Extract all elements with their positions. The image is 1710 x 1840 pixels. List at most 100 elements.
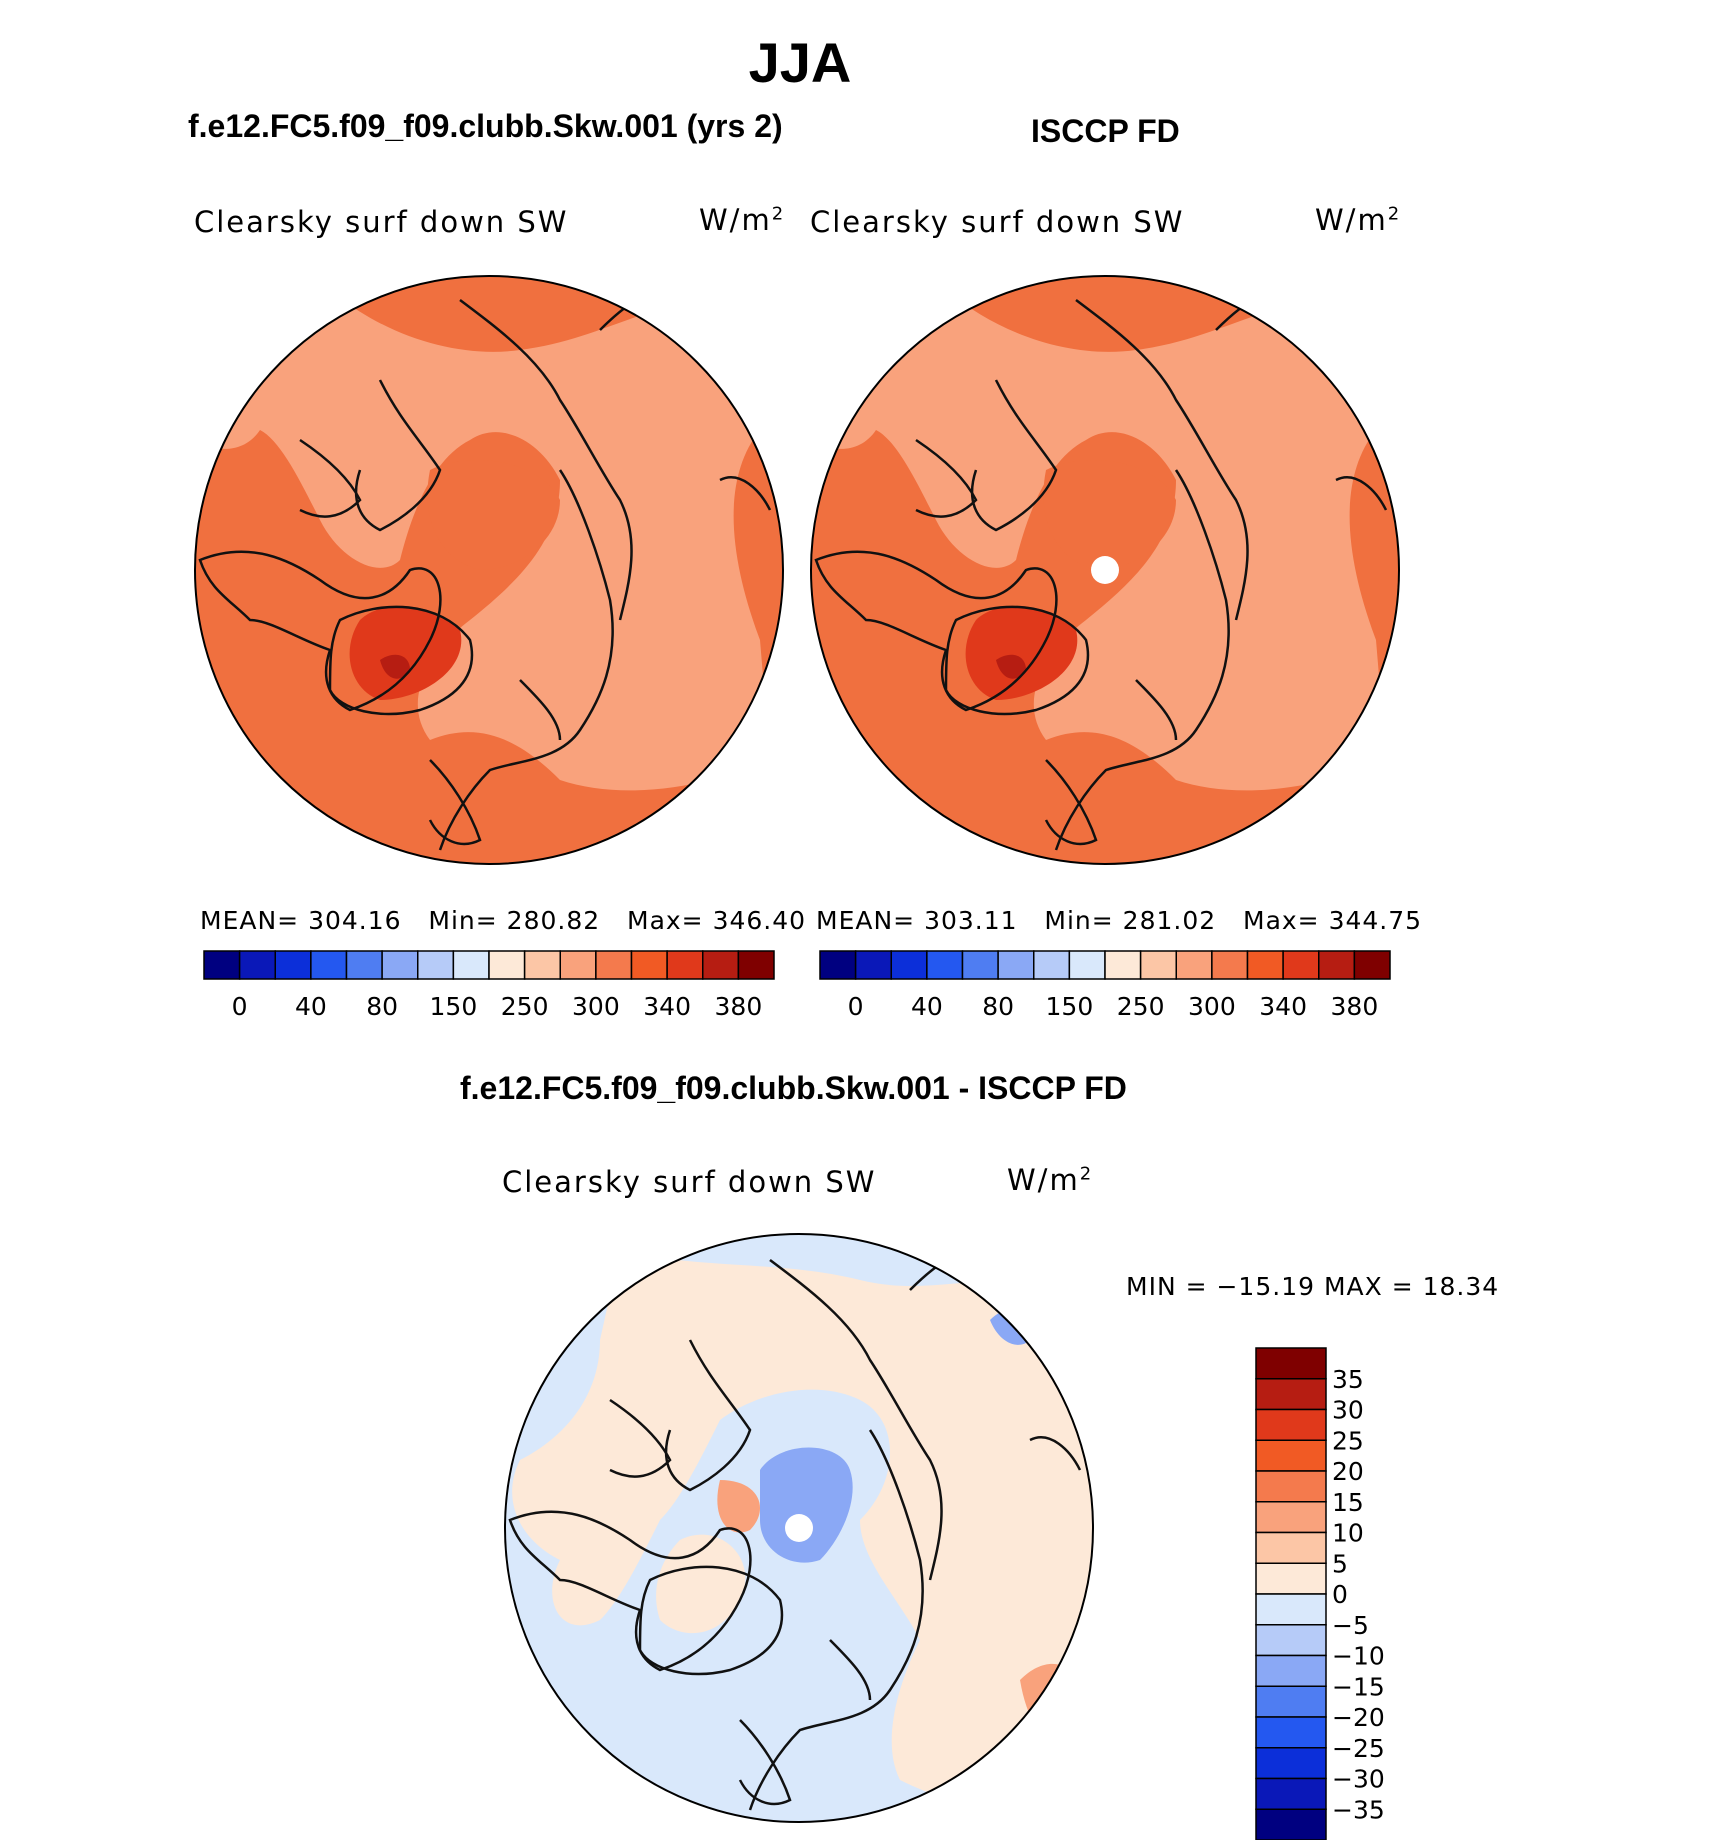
colorbar-diff-swatch [1255,1347,1327,1380]
map-2-greenland-peak [996,654,1026,679]
panel-1-units-base: W/m [699,203,772,237]
colorbar-diff-tick-label: −10 [1332,1642,1385,1671]
map-3-southeast-positive [1020,1663,1092,1748]
colorbar-1-tick-label: 80 [366,992,398,1021]
colorbar-diff-tick-label: −5 [1332,1611,1369,1640]
colorbar-diff-swatch [1255,1685,1327,1718]
colorbar-diff-tick-label: 10 [1332,1519,1364,1548]
map-1-polar-cap [427,460,560,570]
colorbar-1-swatch [203,950,241,980]
colorbar-1-tick-label: 300 [572,992,620,1021]
colorbar-1-tick-label: 40 [295,992,327,1021]
panel-1-units-exp: 2 [771,203,786,225]
panel-2-case-title: ISCCP FD [1031,113,1180,149]
colorbar-2-tick-label: 250 [1117,992,1165,1021]
colorbar-2-swatch [1318,950,1356,980]
colorbar-1-swatch [345,950,383,980]
colorbar-2-tick-label: 300 [1188,992,1236,1021]
map-3-greenland-positive [656,1534,746,1634]
colorbar-diff-tick-label: 20 [1332,1457,1364,1486]
colorbar-diff-tick-label: 30 [1332,1396,1364,1425]
panel-2-min-value: 281.02 [1122,906,1217,935]
colorbar-2-swatch [1104,950,1142,980]
colorbar-1-swatch [523,950,561,980]
map-3-boundary [504,1233,1094,1823]
panel-1-max-value: 346.40 [712,906,807,935]
colorbar-2-swatch [1211,950,1249,980]
colorbar-diff-swatch [1255,1624,1327,1657]
panel-2-mean-label: MEAN= [816,906,916,935]
colorbar-2-tick-label: 40 [911,992,943,1021]
colorbar-diff-tick-label: 35 [1332,1365,1364,1394]
colorbar-diff-tick-label: 0 [1332,1580,1348,1609]
panel-2-field-label: Clearsky surf down SW [810,205,1185,239]
colorbar-diff-tick-label: 25 [1332,1426,1364,1455]
map-1-land-region [195,276,770,791]
map-1-boundary [194,275,784,865]
panel-2-units-exp: 2 [1387,203,1402,225]
diff-units: W/m2 [1007,1163,1093,1197]
colorbar-diff-swatch [1255,1654,1327,1687]
panel-1-stats: MEAN= 304.16 Min= 280.82 Max= 346.40 [200,906,806,935]
panel-1-units: W/m2 [699,203,785,237]
colorbar-2-swatch [1139,950,1177,980]
panel-2-units: W/m2 [1315,203,1401,237]
panel-1-max-label: Max= [627,906,704,935]
colorbar-1-swatch [666,950,704,980]
colorbar-2-tick-label: 80 [982,992,1014,1021]
diff-units-exp: 2 [1079,1163,1094,1185]
colorbar-diff-swatch [1255,1593,1327,1626]
colorbar-2-swatch [1068,950,1106,980]
colorbar-diff-swatch [1255,1562,1327,1595]
diff-field-label: Clearsky surf down SW [502,1165,877,1199]
colorbar-1-swatch [737,950,775,980]
panel-1-field-label: Clearsky surf down SW [194,205,569,239]
colorbar-2-swatch [890,950,928,980]
panel-2-units-base: W/m [1315,203,1388,237]
map-panel-2 [810,275,1400,865]
colorbar-1-swatch [630,950,668,980]
panel-2-max-value: 344.75 [1328,906,1423,935]
colorbar-diff-tick-label: −15 [1332,1672,1385,1701]
colorbar-1-tick-label: 380 [715,992,763,1021]
colorbar-diff-swatch [1255,1716,1327,1749]
colorbar-diff-swatch [1255,1777,1327,1810]
colorbar-diff-swatch [1255,1747,1327,1780]
colorbar-panel-1: 0 40 80 150 250 300 340 380 [203,950,775,1021]
colorbar-1-tick-label: 0 [232,992,248,1021]
colorbar-2-swatch [1282,950,1320,980]
colorbar-1-tick-label: 150 [430,992,478,1021]
colorbar-2-swatch [819,950,857,980]
diff-minmax: MIN = −15.19 MAX = 18.34 [1126,1272,1500,1301]
colorbar-2-tick-label: 340 [1259,992,1307,1021]
panel-1-mean-value: 304.16 [308,906,402,935]
map-2-pole-hole [1091,556,1119,584]
panel-1-min-label: Min= [428,906,498,935]
colorbar-1-swatch [702,950,740,980]
map-1-west-high [195,352,250,417]
colorbar-1-swatch [417,950,455,980]
colorbar-diff-tick-label: −25 [1332,1734,1385,1763]
colorbar-diff-swatch [1255,1378,1327,1411]
map-3-pole-hole [785,1514,813,1542]
map-3-polar-negative [760,1447,853,1563]
colorbar-1-swatch [595,950,633,980]
colorbar-2-tick-label: 150 [1046,992,1094,1021]
map-2-polar-cap [1043,460,1176,570]
colorbar-diff-swatch [1255,1808,1327,1840]
colorbar-2-swatch [926,950,964,980]
map-2-coastlines [814,290,1388,851]
page-title: JJA [748,31,852,94]
colorbar-diff-tick-label: 5 [1332,1549,1348,1578]
colorbar-diff-tick-label: 15 [1332,1488,1364,1517]
map-panel-diff [504,1233,1094,1823]
colorbar-1-tick-label: 250 [501,992,549,1021]
colorbar-2-tick-label: 380 [1331,992,1379,1021]
colorbar-diff-swatch [1255,1408,1327,1441]
colorbar-1-swatch [310,950,348,980]
colorbar-diff-tick-label: −30 [1332,1765,1385,1794]
colorbar-2-tick-label: 0 [848,992,864,1021]
colorbar-1-swatch [488,950,526,980]
